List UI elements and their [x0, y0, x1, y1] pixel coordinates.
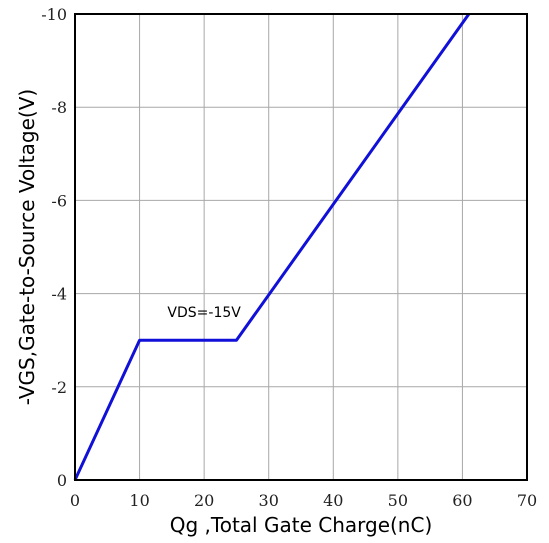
- x-tick-label: 10: [129, 491, 149, 510]
- y-tick-labels: 0 -2 -4 -6 -8 -10: [41, 5, 67, 490]
- x-tick-label: 50: [388, 491, 408, 510]
- annotations: VDS=-15V: [167, 305, 241, 321]
- y-tick-label: 0: [57, 471, 67, 490]
- y-tick-label: -4: [51, 285, 67, 304]
- y-tick-label: -6: [51, 191, 67, 210]
- y-tick-label: -2: [51, 378, 67, 397]
- x-tick-label: 40: [323, 491, 343, 510]
- x-tick-label: 30: [259, 491, 279, 510]
- x-axis-title: Qg ,Total Gate Charge(nC): [170, 513, 433, 537]
- x-tick-label: 0: [70, 491, 80, 510]
- annotation-label: VDS=-15V: [167, 305, 241, 321]
- grid: [75, 14, 527, 480]
- x-tick-label: 20: [194, 491, 214, 510]
- x-tick-label: 70: [517, 491, 537, 510]
- series-layer: [73, 13, 471, 481]
- x-tick-label: 60: [452, 491, 472, 510]
- y-tick-label: -8: [51, 98, 67, 117]
- y-axis-title: -VGS,Gate-to-Source Voltage(V): [15, 89, 39, 405]
- x-tick-labels: 0 10 20 30 40 50 60 70: [70, 491, 537, 510]
- plot-frame: [74, 13, 528, 481]
- y-tick-label: -10: [41, 5, 67, 24]
- series-line-1: [73, 13, 471, 481]
